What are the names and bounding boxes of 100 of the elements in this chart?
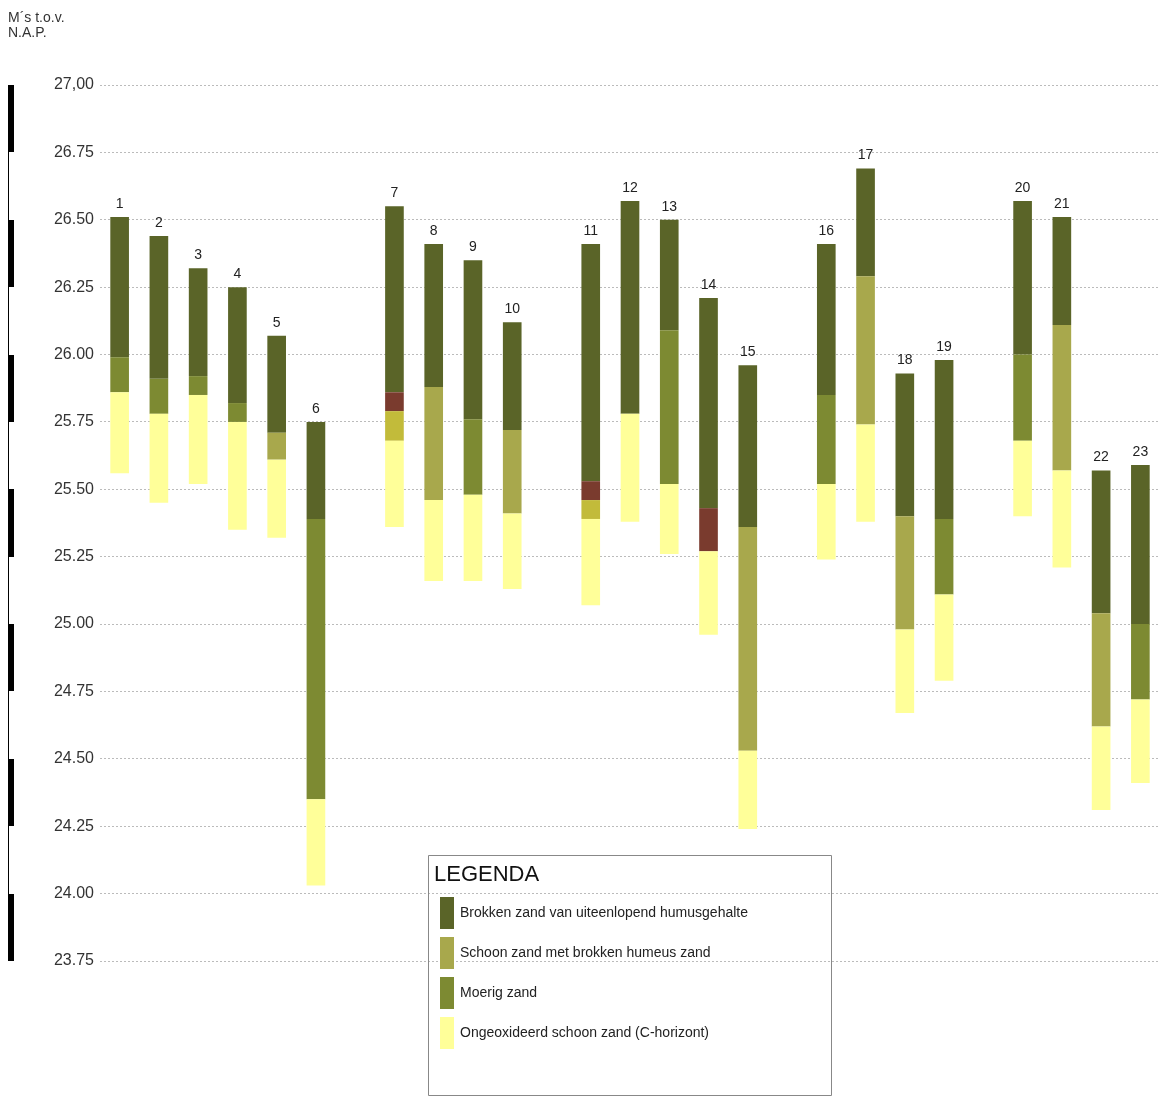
bar xyxy=(424,500,444,581)
bar xyxy=(267,459,286,538)
bar xyxy=(385,440,404,528)
x-tick-label: 7 xyxy=(390,184,399,201)
bar xyxy=(856,424,875,522)
legend-label: Ongeoxideerd schoon zand (C-horizont) xyxy=(460,1023,710,1040)
x-tick-label: 13 xyxy=(661,197,678,214)
bar xyxy=(385,392,404,412)
bar xyxy=(856,276,875,425)
x-tick-label: 21 xyxy=(1054,194,1070,211)
bar xyxy=(149,413,169,503)
x-tick-label: 8 xyxy=(429,221,438,238)
x-tick-label: 10 xyxy=(504,300,521,317)
bar xyxy=(816,483,836,560)
bar xyxy=(424,244,444,387)
legend-label: Schoon zand met brokken humeus zand xyxy=(460,943,711,960)
bar xyxy=(581,500,601,519)
bar xyxy=(934,359,954,519)
bar xyxy=(856,168,875,277)
bar xyxy=(385,411,404,441)
bar xyxy=(620,200,640,414)
bar xyxy=(895,516,915,630)
bar xyxy=(188,268,208,377)
x-tick-label: 15 xyxy=(739,343,756,360)
bar xyxy=(267,432,286,460)
bar xyxy=(581,244,601,482)
x-tick-label: 17 xyxy=(857,146,874,163)
bar xyxy=(1131,699,1150,784)
y-tick-label: 25.75 xyxy=(53,412,95,430)
y-tick-label: 24.50 xyxy=(53,749,95,767)
bar xyxy=(738,527,758,751)
bar xyxy=(306,421,326,519)
bar xyxy=(1013,200,1032,355)
x-tick-label: 9 xyxy=(469,238,478,255)
legend-label: Moerig zand xyxy=(460,983,538,1000)
x-tick-label: 2 xyxy=(154,213,163,230)
legend-label: Brokken zand van uiteenlopend humusgehalte xyxy=(460,903,749,920)
bar xyxy=(502,430,522,514)
bar xyxy=(1052,324,1072,471)
bar xyxy=(659,483,679,554)
x-tick-label: 12 xyxy=(622,178,638,195)
bar xyxy=(463,260,483,420)
bar xyxy=(581,481,601,501)
bar xyxy=(1131,624,1150,700)
bar xyxy=(816,394,836,484)
bar xyxy=(385,206,404,393)
bar xyxy=(502,513,522,590)
bar xyxy=(149,235,169,379)
bar xyxy=(188,376,208,395)
y-axis-title: M´s t.o.v. N.A.P. xyxy=(8,9,66,40)
y-tick-label: 23.75 xyxy=(53,951,95,969)
y-tick-label: 25.00 xyxy=(53,614,95,632)
x-tick-label: 23 xyxy=(1132,442,1149,459)
bar xyxy=(463,419,483,495)
bar xyxy=(228,421,247,530)
bar xyxy=(424,386,444,501)
x-tick-label: 11 xyxy=(583,221,599,238)
x-tick-label: 3 xyxy=(194,246,203,263)
bar xyxy=(895,373,915,517)
y-tick-label: 24.25 xyxy=(53,816,95,834)
bar xyxy=(228,287,247,404)
x-tick-label: 20 xyxy=(1014,178,1031,195)
bar xyxy=(934,594,954,681)
bar xyxy=(738,750,758,829)
bar xyxy=(1013,440,1032,517)
bar xyxy=(699,508,718,552)
x-tick-label: 18 xyxy=(897,351,913,368)
bar xyxy=(699,297,718,509)
bar xyxy=(738,365,758,528)
bar xyxy=(1052,217,1072,325)
bar xyxy=(228,403,247,422)
bar xyxy=(267,335,286,433)
y-tick-label: 26.25 xyxy=(53,277,95,295)
x-tick-label: 1 xyxy=(115,194,124,211)
bar xyxy=(502,322,522,431)
bar xyxy=(110,357,129,393)
bar xyxy=(934,518,954,595)
bar xyxy=(149,378,169,414)
x-tick-label: 4 xyxy=(233,265,242,282)
bar xyxy=(463,494,483,581)
bar xyxy=(110,217,129,358)
bar xyxy=(306,799,326,886)
x-tick-label: 22 xyxy=(1093,448,1110,465)
bar xyxy=(1091,726,1111,811)
bar xyxy=(306,518,326,800)
bar xyxy=(1013,354,1032,441)
bar xyxy=(895,629,915,714)
bar xyxy=(1052,470,1072,568)
bar xyxy=(620,413,640,522)
legend-title: LEGENDA xyxy=(434,861,540,887)
bar xyxy=(1091,613,1111,727)
x-tick-label: 14 xyxy=(700,275,717,292)
x-tick-label: 5 xyxy=(272,313,281,330)
y-tick-label: 24.75 xyxy=(53,681,95,699)
y-tick-label: 26.50 xyxy=(53,210,95,228)
x-tick-label: 6 xyxy=(312,399,321,416)
y-tick-label: 27,00 xyxy=(53,75,95,93)
bar xyxy=(659,219,679,331)
bar xyxy=(188,394,208,484)
bar xyxy=(699,551,718,635)
